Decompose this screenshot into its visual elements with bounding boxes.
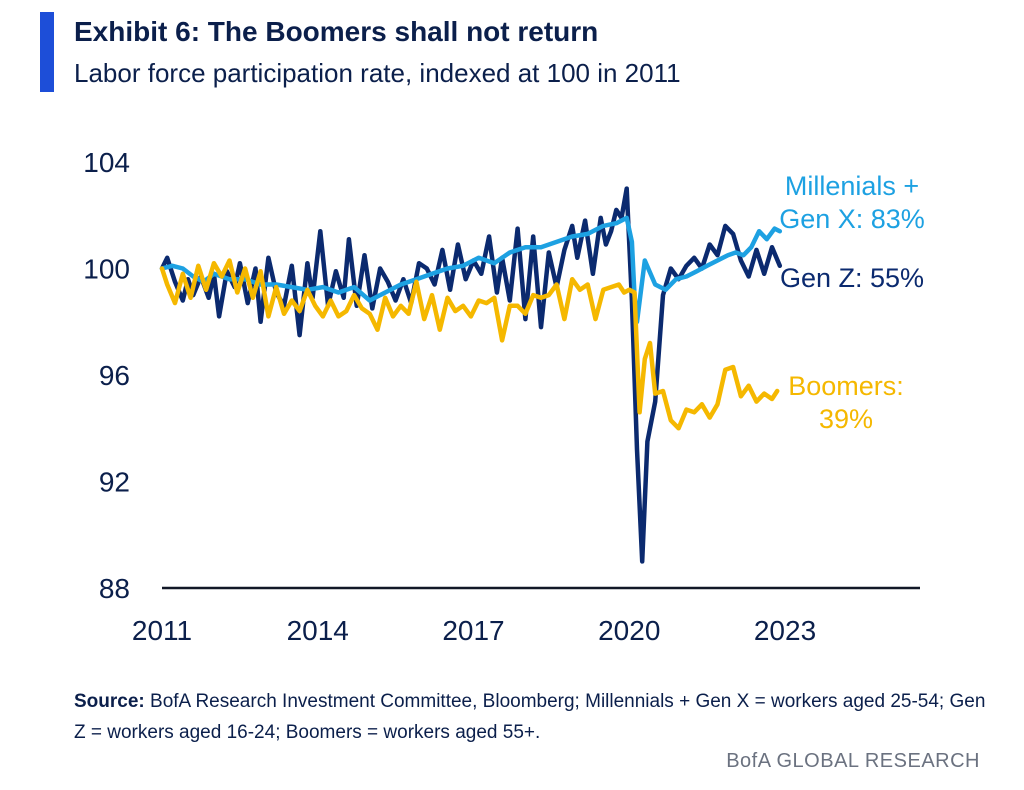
series-line-boomers [159,258,780,431]
x-tick-label: 2017 [442,615,504,646]
source-note: Source: BofA Research Investment Committ… [74,686,994,748]
x-tick-label: 2011 [132,615,192,646]
chart-subtitle: Labor force participation rate, indexed … [74,58,681,88]
series-line-gen-z [159,186,783,564]
label-millenials-gen-x-line: Gen X: 83% [779,204,925,234]
footer-brand: BofA GLOBAL RESEARCH [726,750,980,772]
series-line-millenials-gen-x [159,215,783,325]
label-millenials-gen-x: Millenials + Gen X: 83% [779,171,925,234]
accent-bar [40,12,54,92]
x-tick-label: 2020 [598,615,660,646]
source-label: Source: [74,691,145,712]
x-tick-label: 2014 [287,615,349,646]
line-chart: 88 92 96 100 104 2011 2014 2017 2020 2023 Millenia… [83,147,925,646]
y-tick-label: 104 [83,147,130,178]
label-boomers-line: Boomers: [788,371,904,401]
label-millenials-gen-x-line: Millenials + [785,171,919,201]
y-tick-label: 92 [99,467,130,498]
y-tick-label: 100 [83,254,130,285]
source-text: BofA Research Investment Committee, Bloo… [74,691,986,743]
y-tick-label: 96 [99,360,130,391]
label-boomers: Boomers: 39% [788,371,904,434]
x-tick-label: 2023 [754,615,816,646]
y-tick-label: 88 [99,573,130,604]
label-boomers-line: 39% [819,404,873,434]
label-gen-z: Gen Z: 55% [780,263,924,293]
chart-title: Exhibit 6: The Boomers shall not return [74,16,599,47]
label-gen-z-line: Gen Z: 55% [780,263,924,293]
